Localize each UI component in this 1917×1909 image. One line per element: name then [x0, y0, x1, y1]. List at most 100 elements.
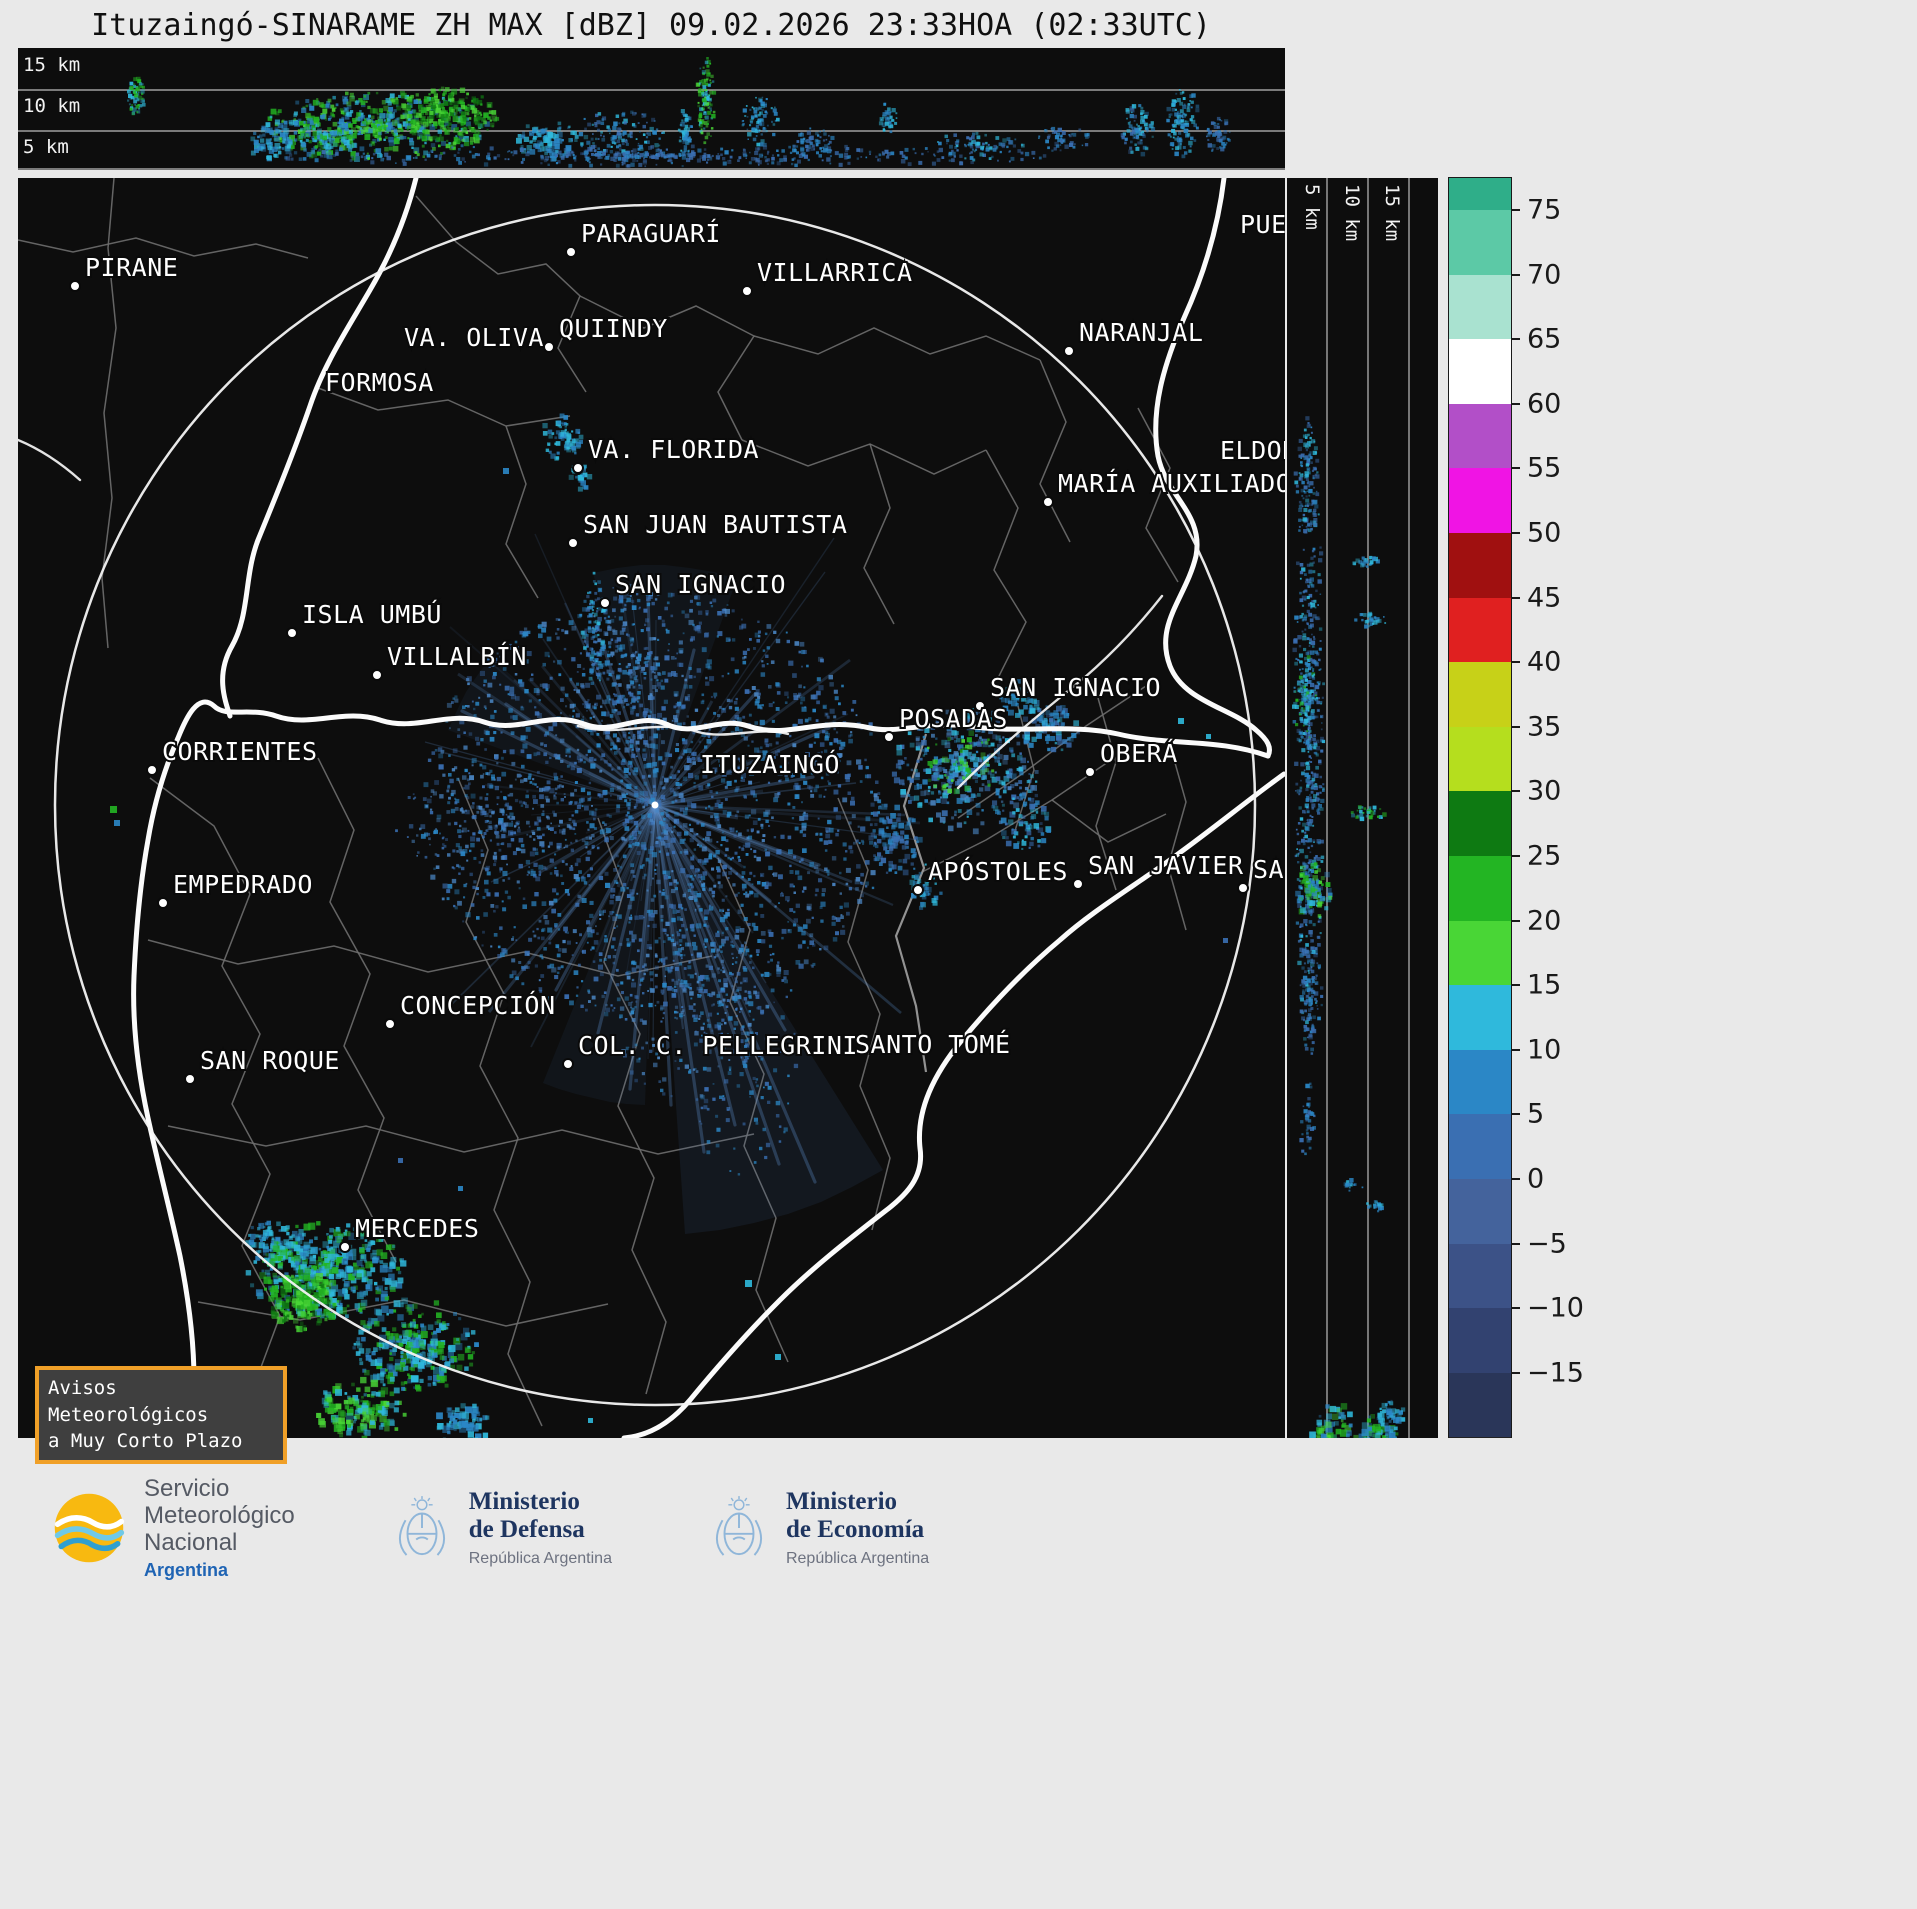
colorbar-segment [1449, 1049, 1511, 1115]
colorbar-segment [1449, 468, 1511, 533]
altitude-label-10km: 10 km [23, 95, 81, 117]
city-dot [339, 1241, 351, 1253]
city-dot [974, 700, 986, 712]
colorbar-segment [1449, 403, 1511, 469]
city-label: SAN JAVIER [1088, 851, 1244, 880]
city-dot [371, 669, 383, 681]
colorbar-tick [1511, 1048, 1520, 1051]
right-cross-section [1292, 178, 1410, 1601]
right-cross-section-panel: 5 km 10 km 15 km [1287, 178, 1438, 1601]
city-dot [565, 246, 577, 258]
dbz-colorbar [1448, 177, 1512, 1439]
colorbar-segment [1449, 1178, 1511, 1244]
warning-banner[interactable]: Avisos Meteorológicos a Muy Corto Plazo [35, 1366, 287, 1464]
altitude-label-5km: 5 km [23, 136, 69, 158]
colorbar-tick [1511, 338, 1520, 341]
city-label: COL. C. PELLEGRINI [578, 1031, 858, 1060]
radar-ray-artifacts [424, 533, 921, 1234]
warning-line-2: a Muy Corto Plazo [48, 1430, 243, 1453]
city-label: MARÍA AUXILIADORA [1058, 469, 1285, 498]
argentina-crest-icon [398, 1495, 445, 1556]
right-altitude-gridlines [1326, 178, 1410, 1438]
altitude-label-5km-right: 5 km [1301, 184, 1323, 230]
colorbar-tick [1511, 1307, 1520, 1310]
colorbar-segment [1449, 985, 1511, 1050]
radar-range-ring [53, 203, 1257, 1407]
admin-boundaries [17, 177, 1187, 1439]
defensa-logo-block: Ministerio de Defensa República Argentin… [393, 1488, 612, 1569]
colorbar-label: 45 [1527, 582, 1562, 614]
city-dot [567, 537, 579, 549]
top-cross-section [18, 57, 1285, 170]
colorbar-label: 60 [1527, 388, 1562, 420]
top-cross-section-panel: 15 km 10 km 5 km [18, 48, 1285, 170]
argentina-crest-icon [715, 1495, 763, 1556]
altitude-label-10km-right: 10 km [1341, 184, 1363, 242]
colorbar-segment [1449, 532, 1511, 598]
city-label: PARAGUARÍ [581, 219, 721, 248]
city-dot [69, 280, 81, 292]
smn-name-line1: Servicio [144, 1475, 230, 1502]
altitude-label-15km-right: 15 km [1381, 184, 1403, 242]
colorbar-tick [1511, 725, 1520, 728]
city-dot [543, 341, 555, 353]
colorbar-label: 70 [1527, 259, 1562, 291]
colorbar-segment [1449, 1308, 1511, 1373]
city-dot [741, 285, 753, 297]
colorbar-tick [1511, 790, 1520, 793]
city-label: MERCEDES [355, 1214, 479, 1243]
colorbar-label: −5 [1527, 1228, 1567, 1260]
city-dot [157, 897, 169, 909]
city-label: SAN JUAN BAUTISTA [583, 510, 847, 539]
colorbar-tick [1511, 467, 1520, 470]
defensa-name-line1: Ministerio [468, 1487, 580, 1515]
colorbar-label: −15 [1527, 1357, 1584, 1389]
city-label: PUE [1240, 210, 1285, 239]
economia-name-line1: Ministerio [785, 1487, 898, 1515]
warning-line-1: Avisos Meteorológicos [48, 1377, 209, 1426]
dbz-colorbar-labels: 75 70 65 60 55 50 45 40 35 30 25 20 15 10 5 0 −5 −10 −15 [1511, 178, 1621, 1438]
city-dot [599, 597, 611, 609]
city-label: VA. FLORIDA [588, 435, 759, 464]
radar-map-panel: PIRANE PARAGUARÍ VILLARRICA VA. OLIVA QUIIND… [16, 175, 1324, 1598]
colorbar-segment [1449, 1114, 1511, 1179]
city-label: EMPEDRADO [173, 870, 313, 899]
city-label: VA. OLIVA [404, 323, 544, 352]
smn-logo-block: Servicio Meteorológico Nacional Argentin… [52, 1475, 295, 1580]
city-dot [883, 731, 895, 743]
colorbar-segment [1449, 791, 1511, 856]
colorbar-label: 50 [1527, 517, 1562, 549]
city-dot [912, 884, 924, 896]
city-label: APÓSTOLES [928, 856, 1068, 886]
city-label: NARANJAL [1079, 318, 1203, 347]
colorbar-segment [1449, 210, 1511, 275]
city-dot [1237, 882, 1249, 894]
radar-map: PIRANE PARAGUARÍ VILLARRICA VA. OLIVA QUIIND… [16, 175, 1324, 1598]
city-label: ISLA UMBÚ [302, 599, 442, 629]
colorbar-segment [1449, 920, 1511, 986]
city-label: SA [1253, 855, 1284, 884]
colorbar-label: 65 [1527, 323, 1562, 355]
city-label: POSADAS [899, 704, 1008, 733]
colorbar-tick [1511, 1242, 1520, 1245]
economia-subtitle: República Argentina [785, 1550, 930, 1568]
colorbar-segment [1449, 855, 1511, 921]
smn-country: Argentina [144, 1559, 229, 1580]
colorbar-tick [1511, 1113, 1520, 1116]
colorbar-label: 75 [1527, 194, 1562, 226]
city-label: SAN IGNACIO [990, 673, 1161, 702]
page-title: Ituzaingó-SINARAME ZH MAX [dBZ] 09.02.20… [91, 8, 1211, 43]
colorbar-tick [1511, 596, 1520, 599]
city-label: OBERÁ [1100, 739, 1178, 768]
city-label: SAN ROQUE [200, 1046, 340, 1075]
city-dot [1063, 345, 1075, 357]
colorbar-label: 35 [1527, 711, 1562, 743]
city-label: QUIINDY [559, 314, 668, 343]
colorbar-label: 40 [1527, 646, 1562, 678]
colorbar-segment [1449, 597, 1511, 663]
colorbar-tick [1511, 209, 1520, 211]
colorbar-segment [1449, 1372, 1511, 1438]
top-echo-layer [127, 57, 1231, 168]
economia-name-line2: de Economía [785, 1516, 925, 1544]
